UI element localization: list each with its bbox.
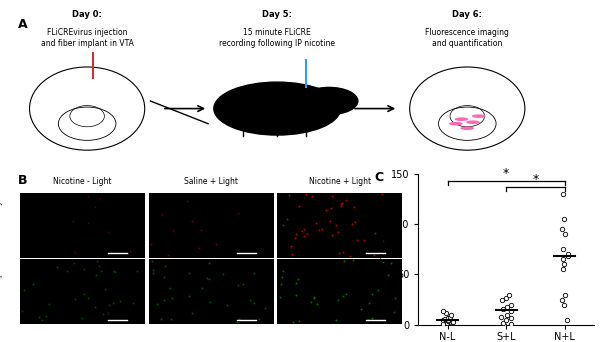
Text: Day 0:: Day 0:: [72, 10, 102, 19]
Point: [443, 317, 452, 323]
Text: FLiCREvirus injection
and fiber implant in VTA: FLiCREvirus injection and fiber implant …: [41, 28, 134, 48]
Point: [501, 317, 511, 323]
Point: [499, 306, 508, 312]
Point: [559, 191, 568, 197]
Point: [506, 315, 515, 320]
Text: Nicotine - Light: Nicotine - Light: [53, 177, 112, 186]
Point: [506, 302, 515, 307]
Ellipse shape: [214, 82, 341, 135]
Text: *: *: [532, 173, 539, 186]
Point: [559, 256, 568, 262]
Text: Day 5:: Day 5:: [262, 10, 292, 19]
Point: [560, 232, 570, 237]
Point: [502, 304, 512, 310]
Point: [499, 322, 509, 328]
FancyBboxPatch shape: [20, 193, 145, 258]
Circle shape: [449, 122, 463, 126]
Y-axis label: # mCherry+ cells/mm²: # mCherry+ cells/mm²: [379, 197, 388, 302]
Point: [502, 295, 511, 300]
Point: [497, 297, 507, 302]
Point: [442, 310, 451, 316]
Point: [460, 167, 469, 172]
Point: [445, 314, 454, 319]
Circle shape: [460, 127, 474, 130]
Point: [440, 316, 450, 321]
Point: [504, 292, 514, 298]
Text: B: B: [18, 174, 28, 187]
Text: C: C: [374, 171, 383, 184]
Point: [557, 297, 566, 302]
Circle shape: [455, 117, 469, 121]
Point: [446, 312, 455, 318]
FancyBboxPatch shape: [149, 193, 274, 258]
Point: [563, 252, 572, 257]
Point: [246, 118, 256, 123]
Text: Nicotine + Light: Nicotine + Light: [309, 177, 371, 186]
Point: [443, 315, 452, 320]
Point: [560, 262, 569, 267]
Point: [445, 319, 455, 325]
Circle shape: [472, 114, 486, 118]
Point: [499, 320, 508, 326]
Text: A: A: [18, 18, 28, 31]
Point: [502, 312, 512, 318]
Point: [560, 292, 569, 298]
Point: [557, 226, 567, 232]
FancyBboxPatch shape: [277, 259, 403, 324]
Point: [559, 267, 568, 272]
Text: Saline + Light: Saline + Light: [184, 177, 238, 186]
Point: [560, 302, 569, 307]
Text: Day 6:: Day 6:: [452, 10, 482, 19]
Point: [496, 314, 506, 319]
Point: [443, 318, 453, 324]
Point: [559, 216, 569, 222]
Point: [563, 253, 573, 259]
Point: [438, 308, 448, 314]
Point: [562, 317, 571, 323]
Text: GFP-uTEVp: GFP-uTEVp: [0, 271, 2, 313]
FancyBboxPatch shape: [277, 193, 403, 258]
Text: TRE-mCherry: TRE-mCherry: [0, 200, 2, 250]
Point: [428, 206, 437, 211]
FancyBboxPatch shape: [149, 259, 274, 324]
Text: Fluorescence imaging
and quantification: Fluorescence imaging and quantification: [425, 28, 509, 48]
Text: *: *: [503, 167, 509, 180]
Text: 15 minute FLiCRE
recording following IP nicotine: 15 minute FLiCRE recording following IP …: [219, 28, 335, 48]
Point: [558, 247, 568, 252]
FancyBboxPatch shape: [20, 259, 145, 324]
Point: [398, 179, 407, 184]
Point: [506, 308, 516, 314]
Point: [448, 319, 457, 325]
Point: [506, 321, 515, 327]
Point: [439, 317, 448, 323]
Point: [442, 320, 452, 326]
Point: [439, 321, 448, 327]
Point: [446, 320, 455, 326]
Point: [489, 59, 499, 65]
Ellipse shape: [300, 88, 358, 115]
Circle shape: [466, 120, 480, 124]
